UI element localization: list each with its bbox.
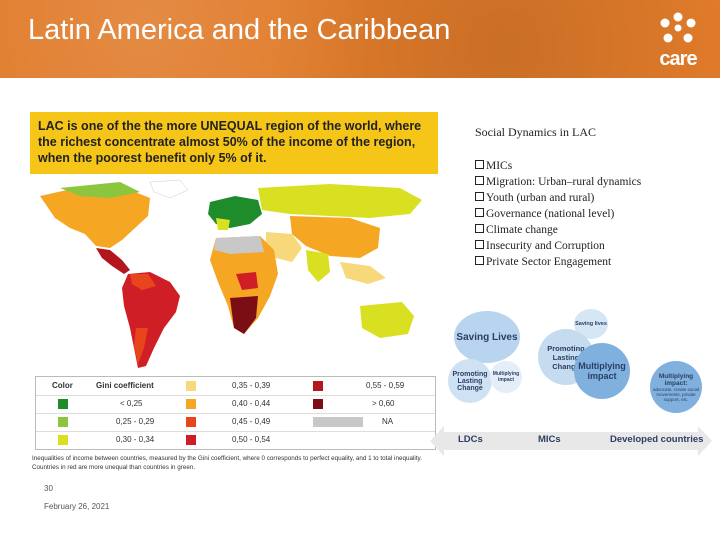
promoting-lasting-change-bubble: Promoting Lasting Change xyxy=(448,359,492,403)
map-colombia xyxy=(130,274,156,290)
slide-date: February 26, 2021 xyxy=(44,502,110,511)
legend-label: 0,30 - 0,34 xyxy=(116,435,155,444)
care-logo-text: care xyxy=(659,48,697,70)
legend-label: 0,40 - 0,44 xyxy=(232,399,271,408)
list-item: Climate change xyxy=(475,222,641,238)
checkbox-bullet-icon xyxy=(475,192,484,201)
checkbox-bullet-icon xyxy=(475,208,484,217)
map-china xyxy=(290,216,380,258)
arrow-label-developed: Developed countries xyxy=(610,434,704,445)
legend-label: 0,25 - 0,29 xyxy=(116,417,155,426)
checkbox-bullet-icon xyxy=(475,224,484,233)
arrow-label-mics: MICs xyxy=(538,434,561,445)
map-se-asia xyxy=(340,262,386,284)
checkbox-bullet-icon xyxy=(475,240,484,249)
legend-row: < 0,25 0,40 - 0,44 > 0,60 xyxy=(36,395,435,414)
world-inequality-map xyxy=(40,179,422,368)
list-item: MICs xyxy=(475,158,641,174)
legend-swatch xyxy=(186,435,196,445)
map-greenland xyxy=(149,179,189,199)
map-middle-east xyxy=(266,232,302,262)
legend-swatch xyxy=(186,381,196,391)
map-central-africa xyxy=(236,272,258,290)
saving-lives-bubble: Saving Lives xyxy=(454,311,520,363)
legend-row: 0,25 - 0,29 0,45 - 0,49 NA xyxy=(36,413,435,432)
legend-swatch xyxy=(58,417,68,427)
page-number: 30 xyxy=(44,484,53,493)
legend-label: 0,55 - 0,59 xyxy=(366,381,405,390)
checkbox-bullet-icon xyxy=(475,160,484,169)
multiplying-impact-right-bubble: Multiplying impact: advocate, create soc… xyxy=(650,361,702,413)
map-central-america xyxy=(96,248,130,274)
legend-label: < 0,25 xyxy=(120,399,143,408)
multiplying-impact-bubble: Multiplying impact xyxy=(574,343,630,399)
map-chile-arg xyxy=(134,328,148,364)
social-dynamics-heading: Social Dynamics in LAC xyxy=(475,125,596,139)
development-arrow: LDCs MICs Developed countries xyxy=(430,424,712,458)
map-europe xyxy=(208,196,262,228)
legend-swatch xyxy=(58,399,68,409)
header-bar: Latin America and the Caribbean care xyxy=(0,0,720,78)
map-australia xyxy=(360,302,414,338)
legend-gini-header: Gini coefficient xyxy=(96,381,154,390)
care-logo: care xyxy=(654,10,702,70)
checkbox-bullet-icon xyxy=(475,256,484,265)
map-north-africa xyxy=(214,236,264,254)
legend-swatch xyxy=(186,417,196,427)
map-footnote: Inequalities of income between countries… xyxy=(32,455,422,471)
map-canada xyxy=(60,182,140,198)
care-approach-diagram: Saving Lives Promoting Lasting Change Mu… xyxy=(440,305,715,413)
legend-color-header: Color xyxy=(52,381,73,390)
map-russia xyxy=(258,184,422,218)
multiplying-impact-small-bubble: Multiplying impact xyxy=(490,361,522,393)
arrow-label-ldcs: LDCs xyxy=(458,434,483,445)
map-north-america xyxy=(40,186,150,248)
map-india xyxy=(306,250,330,282)
map-southern-africa xyxy=(230,296,258,334)
legend-swatch xyxy=(186,399,196,409)
legend-label: > 0,60 xyxy=(372,399,395,408)
list-item: Youth (urban and rural) xyxy=(475,190,641,206)
social-dynamics-list: MICs Migration: Urban–rural dynamics You… xyxy=(475,158,641,270)
legend-label: 0,45 - 0,49 xyxy=(232,417,271,426)
inequality-callout: LAC is one of the the more UNEQUAL regio… xyxy=(30,112,438,174)
legend-row: 0,30 - 0,34 0,50 - 0,54 xyxy=(36,431,435,449)
double-arrow-icon xyxy=(430,426,712,456)
list-item: Insecurity and Corruption xyxy=(475,238,641,254)
legend-label: 0,35 - 0,39 xyxy=(232,381,271,390)
legend-swatch xyxy=(313,399,323,409)
legend-swatch xyxy=(313,417,363,427)
list-item: Migration: Urban–rural dynamics xyxy=(475,174,641,190)
list-item: Governance (national level) xyxy=(475,206,641,222)
gini-legend: Color Gini coefficient 0,35 - 0,39 0,55 … xyxy=(35,376,436,450)
legend-header-row: Color Gini coefficient 0,35 - 0,39 0,55 … xyxy=(36,377,435,396)
list-item: Private Sector Engagement xyxy=(475,254,641,270)
checkbox-bullet-icon xyxy=(475,176,484,185)
slide-title: Latin America and the Caribbean xyxy=(28,14,451,46)
legend-label: 0,50 - 0,54 xyxy=(232,435,271,444)
legend-swatch xyxy=(313,381,323,391)
legend-label: NA xyxy=(382,417,394,426)
care-logo-icon xyxy=(660,12,696,43)
legend-swatch xyxy=(58,435,68,445)
map-southern-europe xyxy=(216,218,230,230)
